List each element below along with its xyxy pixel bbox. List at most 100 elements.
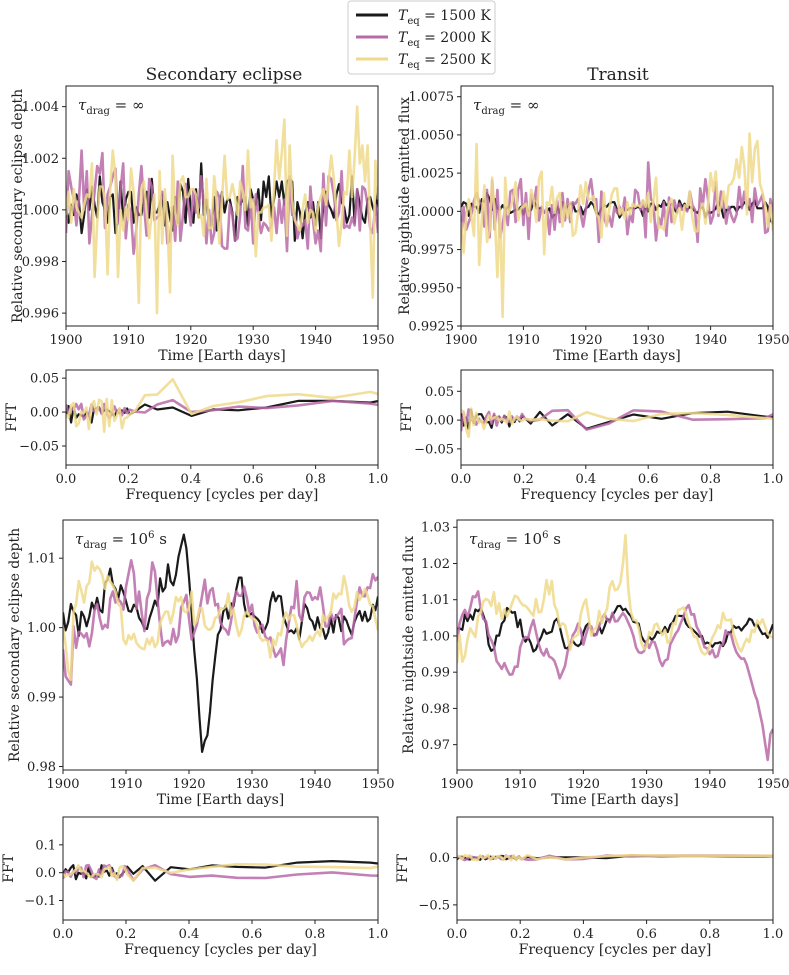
x-tick-label: 1930	[237, 333, 270, 348]
x-tick-label: 0.4	[180, 472, 201, 487]
y-axis-label: FFT	[1, 853, 17, 882]
x-tick-label: 0.8	[305, 927, 326, 942]
legend-entry-0: Teq = 1500 K	[398, 8, 491, 27]
plot-area	[63, 520, 378, 770]
x-tick-label: 1930	[630, 777, 663, 792]
x-tick-label: 1910	[507, 333, 540, 348]
series-line-1	[457, 590, 773, 762]
x-tick-label: 0.8	[699, 927, 720, 942]
tau-drag-annotation: τdrag = ∞	[473, 96, 539, 117]
axes-frame	[62, 816, 379, 921]
y-tick-label: 0.00	[30, 406, 59, 421]
plot-area	[66, 370, 378, 465]
plot-area	[63, 817, 378, 920]
x-tick-label: 1940	[693, 777, 726, 792]
y-tick-label: 0.9975	[409, 243, 455, 258]
x-tick-label: 1.0	[368, 927, 389, 942]
x-axis-label: Frequency [cycles per day]	[519, 942, 712, 958]
series-line-2	[63, 560, 378, 682]
x-tick-label: 0.2	[510, 927, 531, 942]
legend-frame	[347, 0, 496, 75]
x-axis-label: Frequency [cycles per day]	[124, 942, 317, 958]
x-tick-label: 1940	[298, 777, 331, 792]
axes-frame	[460, 369, 774, 466]
y-tick-label: −0.1	[24, 894, 56, 909]
x-tick-label: 1900	[49, 333, 82, 348]
y-tick-label: 1.03	[421, 521, 450, 536]
panel-se-inf-fft: 0.0 0.2 0.4 0.6 0.8 1.0 −0.05 0.00 0.05 Frequency…	[4, 369, 388, 503]
y-tick-label: 0.99	[27, 691, 56, 706]
x-tick-label: 1.0	[763, 927, 784, 942]
series-line-2	[66, 105, 378, 315]
x-tick-label: 1900	[440, 777, 473, 792]
y-axis-label: Relative nightside emitted flux	[401, 536, 417, 754]
y-tick-label: 0.98	[421, 702, 450, 717]
series-line-2	[461, 132, 773, 319]
x-tick-label: 1940	[694, 333, 727, 348]
y-axis-label: Relative secondary eclipse depth	[7, 528, 23, 762]
x-tick-label: 0.6	[636, 927, 657, 942]
series-group	[63, 859, 378, 882]
x-tick-label: 0.8	[700, 472, 721, 487]
x-tick-label: 1930	[632, 333, 665, 348]
x-axis-label: Time [Earth days]	[551, 792, 679, 808]
panel-tr-inf-fft: 0.0 0.2 0.4 0.6 0.8 1.0 −0.05 0.00 0.05 Frequency…	[399, 369, 783, 503]
x-tick-label: 0.4	[179, 927, 200, 942]
y-axis-label: Relative secondary eclipse depth	[10, 89, 26, 323]
tau-drag-annotation: τdrag = 106 s	[75, 530, 167, 551]
x-tick-label: 1950	[756, 777, 789, 792]
series-line-2	[457, 853, 773, 862]
x-tick-label: 0.0	[53, 927, 74, 942]
x-tick-label: 0.6	[242, 927, 263, 942]
x-tick-label: 1910	[504, 777, 537, 792]
y-tick-label: 1.000	[22, 203, 59, 218]
panel-tr-inf: 1900 1910 1920 1930 1940 1950 0.9925 0.9950 0.99…	[397, 85, 789, 364]
series-group	[461, 407, 773, 439]
y-tick-label: 1.00	[27, 621, 56, 636]
panel-se-1e6-fft: 0.0 0.2 0.4 0.6 0.8 1.0 −0.1 0.0 0.1 Frequency [c…	[1, 816, 389, 958]
y-tick-label: 1.0050	[409, 128, 455, 143]
series-line-2	[461, 407, 773, 439]
y-tick-label: 0.05	[30, 372, 59, 387]
y-tick-label: −0.5	[418, 898, 450, 913]
x-tick-label: 1950	[756, 333, 789, 348]
x-tick-label: 0.6	[638, 472, 659, 487]
x-tick-label: 1940	[299, 333, 332, 348]
x-tick-label: 0.0	[56, 472, 77, 487]
series-group	[66, 105, 378, 315]
column-title-transit: Transit	[587, 65, 649, 85]
plot-area	[457, 817, 773, 920]
x-tick-label: 1900	[444, 333, 477, 348]
series-line-1	[63, 558, 378, 686]
x-tick-label: 1950	[361, 777, 394, 792]
y-axis-label: FFT	[395, 853, 411, 882]
y-tick-label: 0.05	[425, 385, 454, 400]
tau-drag-annotation: τdrag = ∞	[78, 96, 144, 117]
y-tick-label: −0.05	[19, 440, 59, 455]
x-tick-label: 0.4	[573, 927, 594, 942]
axes-frame	[456, 816, 774, 921]
y-tick-label: 1.0025	[409, 167, 455, 182]
axes-frame	[65, 85, 379, 327]
x-tick-label: 0.2	[118, 472, 139, 487]
axes-frame	[460, 85, 774, 327]
y-tick-label: 1.00	[421, 629, 450, 644]
legend: Teq = 1500 K Teq = 2000 K Teq = 2500 K	[347, 0, 496, 75]
y-axis-label: FFT	[399, 402, 415, 431]
plot-area	[457, 520, 773, 770]
x-tick-label: 0.6	[243, 472, 264, 487]
tau-drag-annotation: τdrag = 106 s	[469, 530, 561, 551]
y-tick-label: 0.0	[35, 866, 56, 881]
x-tick-label: 1910	[109, 777, 142, 792]
series-group	[457, 533, 773, 762]
legend-entry-2: Teq = 2500 K	[398, 52, 491, 71]
x-tick-label: 1920	[174, 333, 207, 348]
y-tick-label: −0.05	[414, 442, 454, 457]
series-line-1	[66, 149, 378, 255]
x-tick-label: 1950	[361, 333, 394, 348]
panel-se-1e6: 1900 1910 1920 1930 1940 1950 0.98 0.99 1.00 1.01…	[7, 519, 395, 808]
y-tick-label: 1.01	[27, 552, 56, 567]
x-axis-label: Frequency [cycles per day]	[126, 487, 319, 503]
series-line-2	[63, 862, 378, 882]
